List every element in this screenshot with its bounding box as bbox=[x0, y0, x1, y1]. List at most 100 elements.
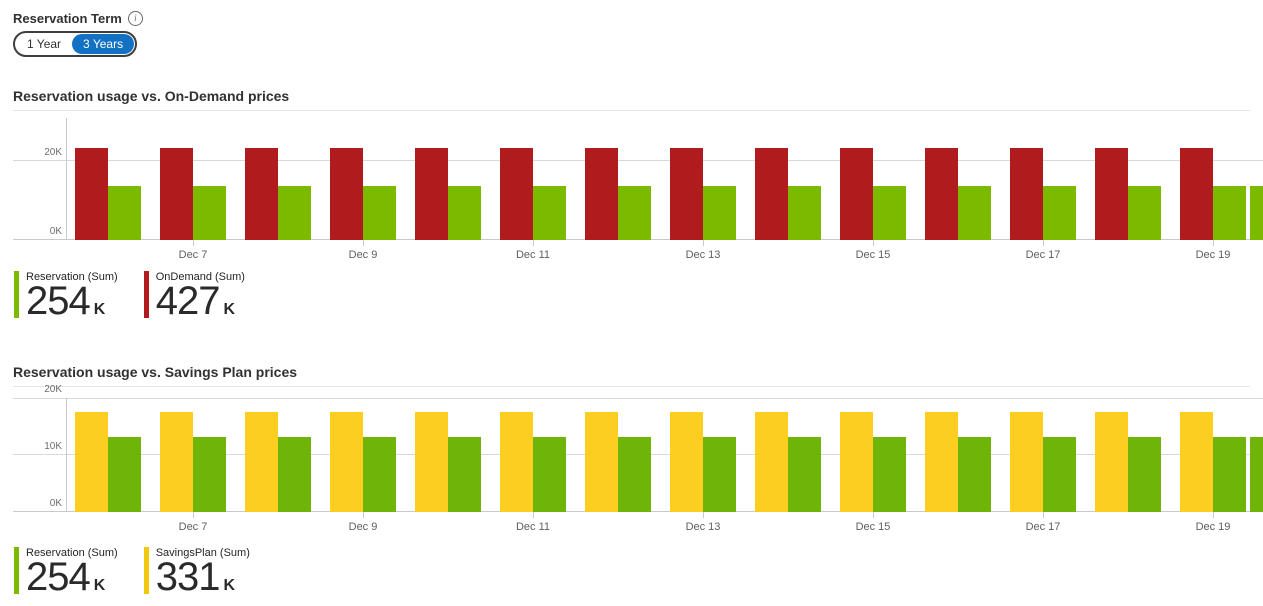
bar-reservation[interactable] bbox=[873, 436, 906, 512]
bar-savingsplan[interactable] bbox=[585, 412, 618, 512]
bar-ondemand[interactable] bbox=[755, 147, 788, 240]
bar-reservation[interactable] bbox=[1043, 436, 1076, 512]
bar-pair-dec-6 bbox=[75, 118, 141, 240]
y-axis-line bbox=[66, 398, 67, 512]
reservation-term-toggle[interactable]: 1 Year 3 Years bbox=[13, 31, 138, 57]
bar-savingsplan[interactable] bbox=[75, 412, 108, 512]
bar-ondemand[interactable] bbox=[415, 147, 448, 240]
x-axis-label-dec-7: Dec 7 bbox=[178, 521, 208, 533]
partial-clipped-bar-reservation bbox=[1250, 186, 1263, 240]
bar-pair-dec-18 bbox=[1095, 118, 1161, 240]
bar-ondemand[interactable] bbox=[160, 147, 193, 240]
info-icon[interactable]: i bbox=[127, 11, 143, 26]
bar-reservation[interactable] bbox=[278, 186, 311, 240]
bar-ondemand[interactable] bbox=[925, 147, 958, 240]
bar-pair-dec-12 bbox=[585, 118, 651, 240]
bar-reservation[interactable] bbox=[363, 436, 396, 512]
x-axis-tick-dec-15 bbox=[873, 512, 874, 518]
x-axis-tick-dec-9 bbox=[363, 512, 364, 518]
bar-savingsplan[interactable] bbox=[245, 412, 278, 512]
y-axis-label-0K: 0K bbox=[49, 226, 62, 237]
bar-savingsplan[interactable] bbox=[1180, 412, 1213, 512]
bar-ondemand[interactable] bbox=[500, 147, 533, 240]
bar-pair-dec-8 bbox=[245, 398, 311, 512]
toggle-option-3-years[interactable]: 3 Years bbox=[72, 34, 135, 54]
bar-reservation[interactable] bbox=[873, 186, 906, 240]
bar-pair-dec-16 bbox=[925, 118, 991, 240]
bar-reservation[interactable] bbox=[1043, 186, 1076, 240]
reservation-term-header: Reservation Term i bbox=[13, 11, 143, 26]
bar-pair-dec-7 bbox=[160, 118, 226, 240]
reservation-term-label: Reservation Term bbox=[13, 11, 122, 26]
legend-item-reservation: Reservation (Sum) 254 K bbox=[14, 547, 118, 597]
bar-savingsplan[interactable] bbox=[1095, 412, 1128, 512]
legend-value-group: 254 K bbox=[26, 281, 118, 321]
bar-reservation[interactable] bbox=[363, 186, 396, 240]
bar-reservation[interactable] bbox=[618, 186, 651, 240]
bar-pair-dec-13 bbox=[670, 118, 736, 240]
bar-reservation[interactable] bbox=[1213, 436, 1246, 512]
x-axis-label-dec-13: Dec 13 bbox=[685, 521, 721, 533]
bar-reservation[interactable] bbox=[278, 436, 311, 512]
bar-ondemand[interactable] bbox=[245, 147, 278, 240]
bar-reservation[interactable] bbox=[448, 436, 481, 512]
bar-reservation[interactable] bbox=[788, 436, 821, 512]
bar-pair-dec-9 bbox=[330, 398, 396, 512]
x-axis-tick-dec-13 bbox=[703, 240, 704, 246]
bar-ondemand[interactable] bbox=[75, 147, 108, 240]
bar-reservation[interactable] bbox=[1128, 186, 1161, 240]
bar-reservation[interactable] bbox=[108, 186, 141, 240]
bar-savingsplan[interactable] bbox=[500, 412, 533, 512]
bar-reservation[interactable] bbox=[703, 436, 736, 512]
bar-reservation[interactable] bbox=[618, 436, 651, 512]
y-axis-line bbox=[66, 118, 67, 240]
bar-reservation[interactable] bbox=[958, 436, 991, 512]
bar-ondemand[interactable] bbox=[1010, 147, 1043, 240]
x-axis-label-dec-15: Dec 15 bbox=[855, 521, 891, 533]
bar-reservation[interactable] bbox=[448, 186, 481, 240]
bar-ondemand[interactable] bbox=[1180, 147, 1213, 240]
bar-reservation[interactable] bbox=[108, 436, 141, 512]
chart2-divider bbox=[13, 386, 1250, 387]
reservation-accent-bar bbox=[14, 547, 19, 594]
bar-pair-dec-6 bbox=[75, 398, 141, 512]
toggle-option-1-year[interactable]: 1 Year bbox=[16, 34, 72, 54]
bar-ondemand[interactable] bbox=[1095, 147, 1128, 240]
bar-savingsplan[interactable] bbox=[330, 412, 363, 512]
bar-ondemand[interactable] bbox=[330, 147, 363, 240]
legend-unit: K bbox=[93, 301, 106, 318]
x-axis-label-dec-9: Dec 9 bbox=[348, 249, 378, 261]
legend-label: OnDemand (Sum) bbox=[155, 271, 245, 283]
legend-item-reservation: Reservation (Sum) 254 K bbox=[14, 271, 118, 321]
legend-value-group: 331 K bbox=[156, 557, 250, 597]
bar-ondemand[interactable] bbox=[585, 147, 618, 240]
bar-savingsplan[interactable] bbox=[840, 412, 873, 512]
bar-savingsplan[interactable] bbox=[755, 412, 788, 512]
bar-pair-dec-14 bbox=[755, 398, 821, 512]
bar-ondemand[interactable] bbox=[670, 147, 703, 240]
chart2-plot: 0K 10K 20K Dec 7 Dec 9 Dec 11 Dec 13 Dec 15 Dec … bbox=[13, 384, 1263, 533]
bar-savingsplan[interactable] bbox=[925, 412, 958, 512]
x-axis-label-dec-19: Dec 19 bbox=[1195, 249, 1231, 261]
x-axis-label-dec-15: Dec 15 bbox=[855, 249, 891, 261]
chart1-legend: Reservation (Sum) 254 K OnDemand (Sum) 4… bbox=[14, 271, 245, 321]
bar-pair-dec-8 bbox=[245, 118, 311, 240]
bar-reservation[interactable] bbox=[193, 436, 226, 512]
bar-reservation[interactable] bbox=[703, 186, 736, 240]
bar-savingsplan[interactable] bbox=[160, 412, 193, 512]
savingsplan-accent-bar bbox=[143, 547, 149, 594]
bar-reservation[interactable] bbox=[1128, 436, 1161, 512]
bar-savingsplan[interactable] bbox=[670, 412, 703, 512]
bar-reservation[interactable] bbox=[788, 186, 821, 240]
bar-reservation[interactable] bbox=[533, 186, 566, 240]
chart2-title: Reservation usage vs. Savings Plan price… bbox=[13, 364, 298, 380]
legend-unit: K bbox=[223, 577, 236, 594]
bar-reservation[interactable] bbox=[958, 186, 991, 240]
bar-savingsplan[interactable] bbox=[1010, 412, 1043, 512]
bar-reservation[interactable] bbox=[533, 436, 566, 512]
bar-savingsplan[interactable] bbox=[415, 412, 448, 512]
bar-reservation[interactable] bbox=[1213, 186, 1246, 240]
bar-pair-dec-10 bbox=[415, 118, 481, 240]
bar-reservation[interactable] bbox=[193, 186, 226, 240]
bar-ondemand[interactable] bbox=[840, 147, 873, 240]
